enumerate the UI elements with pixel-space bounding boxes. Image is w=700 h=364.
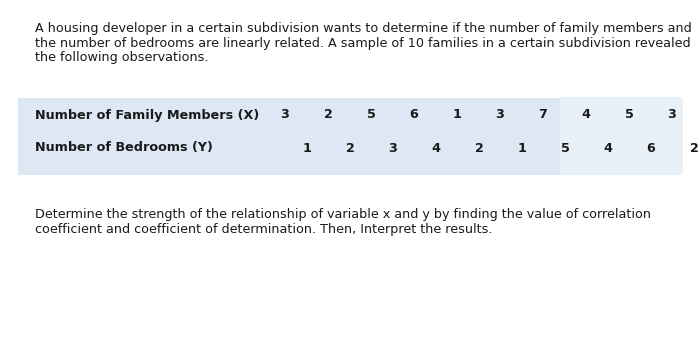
Text: 3: 3 <box>496 108 505 122</box>
Text: 3: 3 <box>389 142 398 154</box>
Text: 1: 1 <box>302 142 312 154</box>
Text: A housing developer in a certain subdivision wants to determine if the number of: A housing developer in a certain subdivi… <box>35 22 692 35</box>
Text: 1: 1 <box>453 108 461 122</box>
Text: 2: 2 <box>690 142 699 154</box>
Text: 6: 6 <box>647 142 655 154</box>
Text: 4: 4 <box>582 108 591 122</box>
Bar <box>560 97 683 175</box>
Text: 2: 2 <box>475 142 484 154</box>
Text: 7: 7 <box>538 108 547 122</box>
Text: 2: 2 <box>323 108 332 122</box>
Text: 5: 5 <box>367 108 375 122</box>
Text: coefficient and coefficient of determination. Then, Interpret the results.: coefficient and coefficient of determina… <box>35 222 493 236</box>
Text: 5: 5 <box>561 142 569 154</box>
Text: 6: 6 <box>410 108 419 122</box>
Bar <box>18 98 683 175</box>
Text: the number of bedrooms are linearly related. A sample of 10 families in a certai: the number of bedrooms are linearly rela… <box>35 36 691 50</box>
Text: Number of Bedrooms (Y): Number of Bedrooms (Y) <box>35 142 213 154</box>
Text: 3: 3 <box>281 108 289 122</box>
Text: 4: 4 <box>431 142 440 154</box>
Text: the following observations.: the following observations. <box>35 51 209 64</box>
Text: 5: 5 <box>624 108 634 122</box>
Text: 1: 1 <box>517 142 526 154</box>
Text: 4: 4 <box>603 142 612 154</box>
Text: 2: 2 <box>346 142 354 154</box>
Text: 3: 3 <box>668 108 676 122</box>
Text: Number of Family Members (X): Number of Family Members (X) <box>35 108 259 122</box>
Text: Determine the strength of the relationship of variable x and y by finding the va: Determine the strength of the relationsh… <box>35 208 651 221</box>
